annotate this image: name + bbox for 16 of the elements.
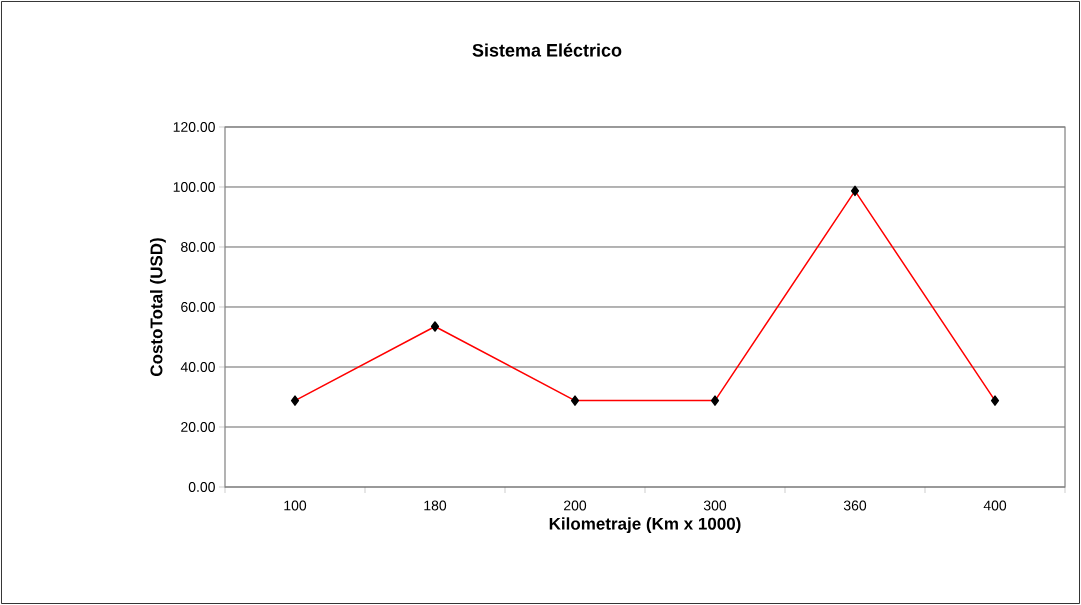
x-tick-label: 400 (983, 500, 1007, 511)
x-tick-label: 200 (564, 500, 587, 511)
y-tick-label: 100.00 (173, 182, 215, 192)
y-tick-label: 20.00 (181, 422, 215, 432)
x-tick-label: 300 (703, 500, 727, 511)
chart-title: Sistema Eléctrico (472, 43, 622, 57)
y-axis-title: CostoTotal (USD) (149, 238, 166, 377)
y-tick-label: 40.00 (180, 362, 215, 372)
x-tick-label: 100 (284, 500, 307, 511)
y-tick-label: 60.00 (181, 302, 215, 312)
x-tick-label: 360 (843, 500, 867, 511)
y-tick-label: 80.00 (181, 242, 215, 252)
x-axis-title: Kilometraje (Km x 1000) (549, 517, 741, 534)
y-tick-label: 120.00 (173, 122, 215, 132)
y-tick-label: 0.00 (188, 482, 215, 492)
x-tick-label: 180 (424, 500, 447, 511)
